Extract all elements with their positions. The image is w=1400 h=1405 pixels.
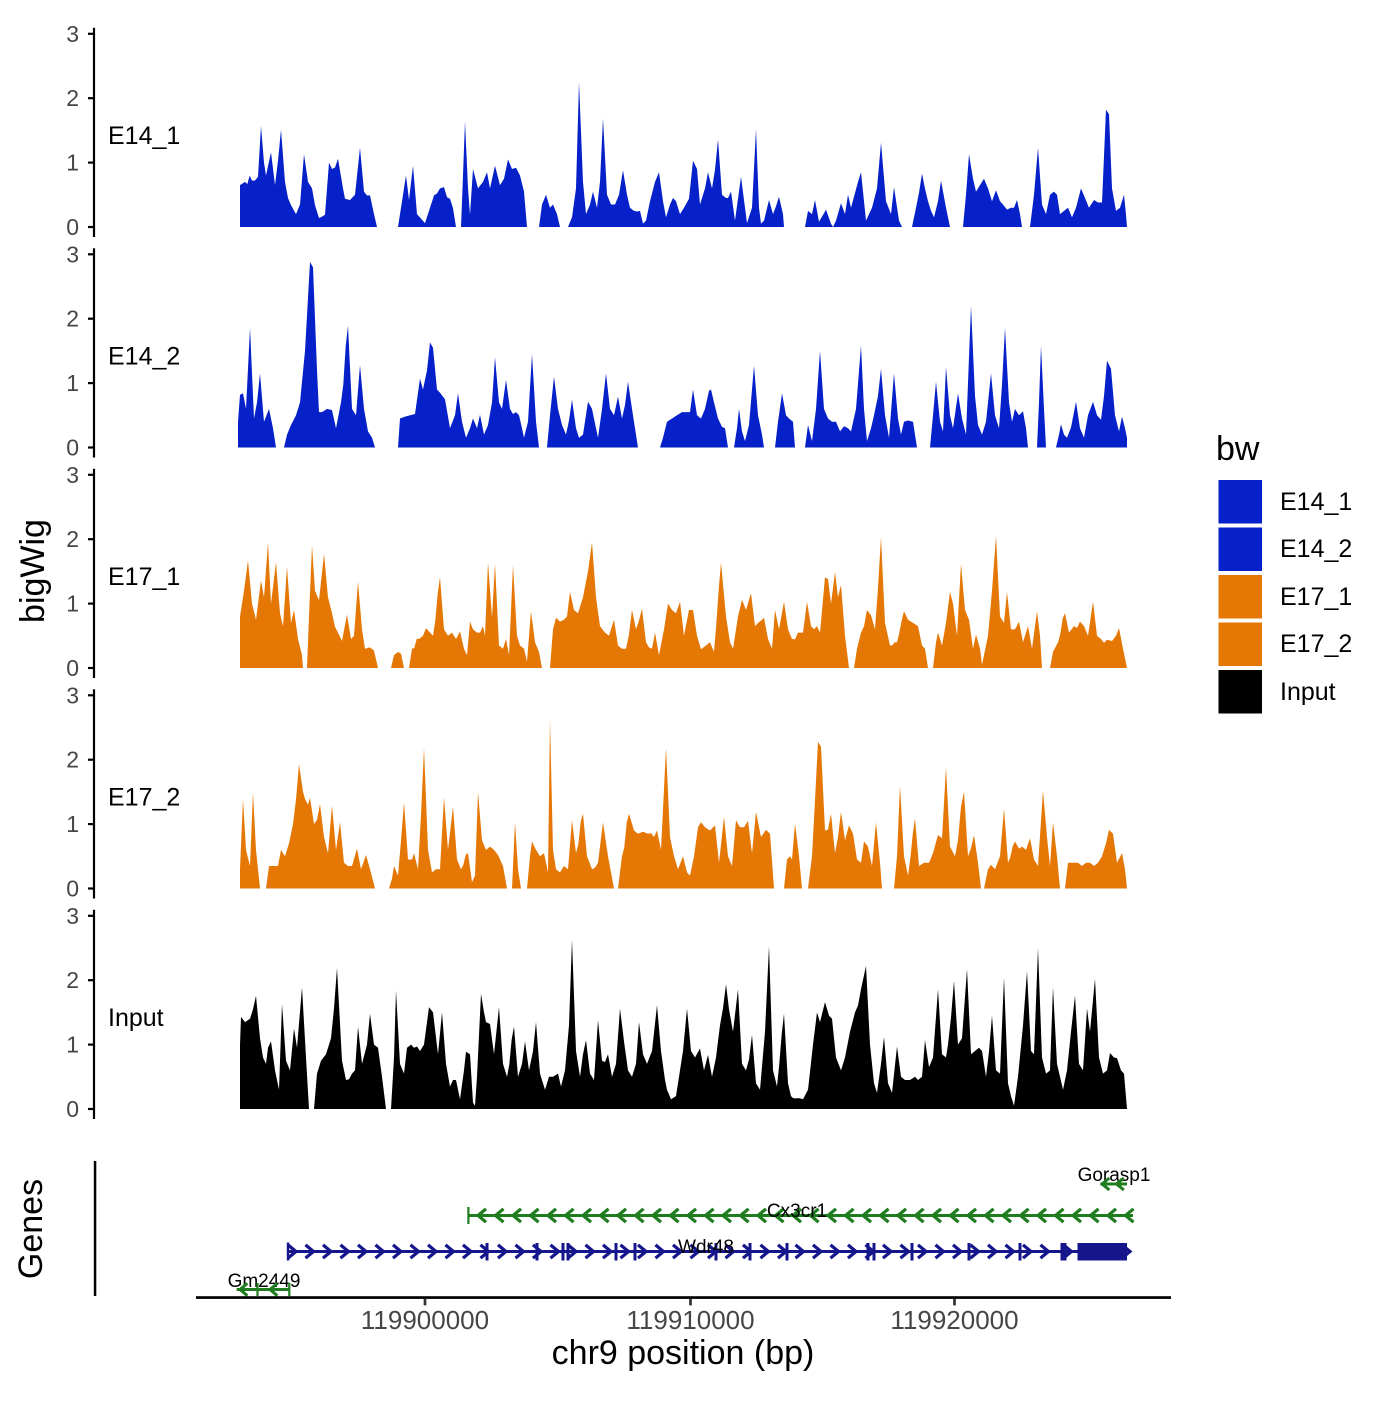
svg-text:Cx3cr1: Cx3cr1 xyxy=(767,1201,827,1222)
svg-text:1: 1 xyxy=(66,150,79,176)
svg-text:1: 1 xyxy=(66,370,79,396)
svg-text:bigWig: bigWig xyxy=(14,519,52,623)
svg-text:0: 0 xyxy=(66,876,79,902)
svg-text:E14_1: E14_1 xyxy=(1280,488,1352,516)
svg-text:2: 2 xyxy=(66,526,79,552)
svg-text:Gorasp1: Gorasp1 xyxy=(1078,1165,1151,1186)
svg-text:119920000: 119920000 xyxy=(890,1305,1018,1335)
svg-text:1: 1 xyxy=(66,811,79,837)
svg-text:2: 2 xyxy=(66,747,79,773)
svg-text:E14_1: E14_1 xyxy=(108,122,180,150)
svg-text:3: 3 xyxy=(66,21,79,47)
svg-text:Gm2449: Gm2449 xyxy=(228,1271,301,1292)
svg-text:2: 2 xyxy=(66,85,79,111)
svg-text:3: 3 xyxy=(66,903,79,929)
svg-text:bw: bw xyxy=(1216,430,1260,468)
svg-text:119910000: 119910000 xyxy=(626,1305,754,1335)
svg-text:3: 3 xyxy=(66,462,79,488)
svg-text:E17_1: E17_1 xyxy=(1280,583,1352,611)
svg-text:0: 0 xyxy=(66,214,79,240)
svg-text:0: 0 xyxy=(66,1096,79,1122)
svg-text:3: 3 xyxy=(66,682,79,708)
svg-text:0: 0 xyxy=(66,655,79,681)
svg-text:1: 1 xyxy=(66,1032,79,1058)
svg-text:Genes: Genes xyxy=(12,1179,50,1279)
svg-text:Input: Input xyxy=(1280,678,1336,706)
svg-text:E14_2: E14_2 xyxy=(1280,535,1352,563)
svg-text:E17_2: E17_2 xyxy=(1280,630,1352,658)
svg-text:2: 2 xyxy=(66,306,79,332)
svg-text:Input: Input xyxy=(108,1004,164,1032)
svg-text:2: 2 xyxy=(66,967,79,993)
svg-text:119900000: 119900000 xyxy=(361,1305,489,1335)
svg-text:E17_1: E17_1 xyxy=(108,563,180,591)
svg-text:3: 3 xyxy=(66,241,79,267)
svg-text:0: 0 xyxy=(66,435,79,461)
svg-text:chr9 position (bp): chr9 position (bp) xyxy=(552,1334,815,1372)
svg-text:E14_2: E14_2 xyxy=(108,343,180,371)
svg-text:Wdr48: Wdr48 xyxy=(678,1237,734,1258)
svg-text:E17_2: E17_2 xyxy=(108,784,180,812)
svg-text:1: 1 xyxy=(66,591,79,617)
